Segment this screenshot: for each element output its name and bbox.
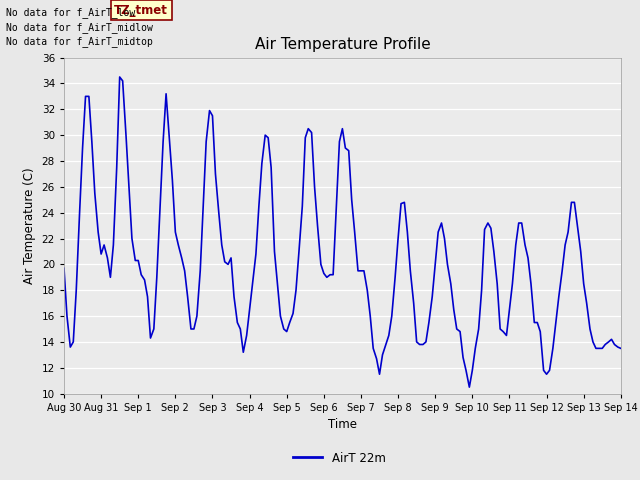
- Legend: AirT 22m: AirT 22m: [288, 447, 390, 469]
- Text: No data for f_AirT_midlow: No data for f_AirT_midlow: [6, 22, 153, 33]
- Text: No data for f_AirT_midtop: No data for f_AirT_midtop: [6, 36, 153, 47]
- Y-axis label: Air Temperature (C): Air Temperature (C): [23, 168, 36, 284]
- X-axis label: Time: Time: [328, 418, 357, 431]
- Title: Air Temperature Profile: Air Temperature Profile: [255, 37, 430, 52]
- Text: TZ_tmet: TZ_tmet: [114, 4, 168, 17]
- Text: No data for f_AirT_low: No data for f_AirT_low: [6, 7, 136, 18]
